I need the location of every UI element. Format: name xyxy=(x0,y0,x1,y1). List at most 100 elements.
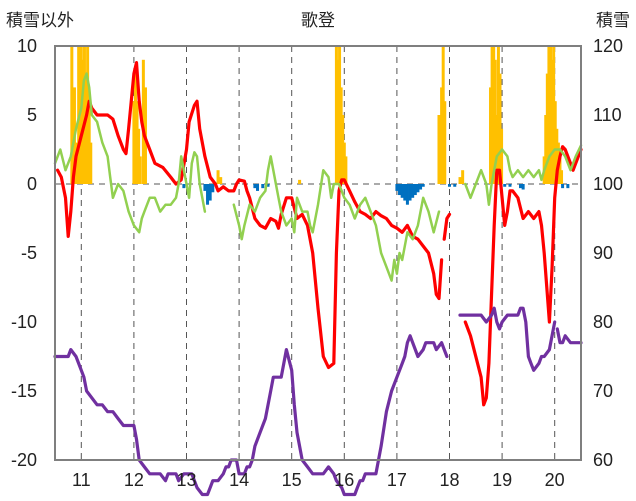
bar-orange xyxy=(81,59,85,184)
x-tick-label: 16 xyxy=(334,470,354,490)
bar-orange xyxy=(298,179,302,184)
bar-blue xyxy=(400,184,404,198)
bar-blue xyxy=(206,184,210,205)
bar-blue xyxy=(503,184,507,187)
bar-orange xyxy=(550,59,554,184)
bar-blue xyxy=(256,184,260,191)
bar-orange xyxy=(342,142,346,184)
y-left-tick-label: -10 xyxy=(11,312,37,332)
bar-orange xyxy=(495,115,499,184)
bar-orange xyxy=(548,46,552,184)
bar-orange xyxy=(500,128,504,184)
bar-blue xyxy=(203,184,207,191)
x-tick-label: 14 xyxy=(229,470,249,490)
bar-blue xyxy=(261,184,265,189)
bar-orange xyxy=(70,46,74,184)
x-tick-label: 18 xyxy=(439,470,459,490)
bar-orange xyxy=(135,101,139,184)
bar-blue xyxy=(395,184,399,191)
bar-blue xyxy=(408,184,412,201)
bar-orange xyxy=(498,73,502,184)
bar-orange xyxy=(138,156,142,184)
bar-blue xyxy=(453,184,457,187)
bar-blue xyxy=(405,184,409,205)
bar-blue xyxy=(561,184,565,189)
bar-orange xyxy=(334,46,338,184)
y-left-tick-label: 10 xyxy=(17,36,37,56)
x-tick-label: 11 xyxy=(72,470,91,490)
bar-orange xyxy=(560,170,564,184)
lines-layer xyxy=(53,60,583,497)
x-axis-ticks: 11 12 13 14 15 16 17 18 19 20 xyxy=(72,470,565,490)
bar-blue xyxy=(411,184,415,198)
bar-blue xyxy=(419,184,423,190)
bar-blue xyxy=(421,184,425,187)
bar-blue xyxy=(398,184,402,196)
y-right-tick-label: 60 xyxy=(593,450,613,470)
bar-orange xyxy=(338,46,342,184)
bar-orange xyxy=(341,115,345,184)
y-right-tick-label: 110 xyxy=(593,105,622,125)
y-axis-right-label: 積雪 xyxy=(596,11,630,31)
bar-orange xyxy=(89,142,93,184)
bar-blue xyxy=(403,184,407,201)
bar-orange xyxy=(440,87,444,184)
bar-orange xyxy=(137,128,141,184)
y-left-tick-label: -5 xyxy=(21,243,37,263)
plot-frame xyxy=(54,45,582,461)
series-line-purple xyxy=(458,306,557,372)
series-line-red xyxy=(442,212,452,241)
bar-orange xyxy=(336,59,340,184)
y-right-tick-label: 80 xyxy=(593,312,613,332)
bar-orange xyxy=(489,87,493,184)
bar-blue xyxy=(566,184,570,189)
bar-blue xyxy=(448,184,451,187)
bar-blue xyxy=(211,184,215,193)
bar-orange xyxy=(441,46,445,184)
bar-blue xyxy=(253,184,257,189)
bar-orange xyxy=(216,170,220,184)
bar-orange xyxy=(344,156,348,184)
bar-orange xyxy=(443,101,447,184)
y-left-tick-label: -15 xyxy=(11,381,37,401)
y-right-tick-label: 70 xyxy=(593,381,613,401)
bar-orange xyxy=(553,101,557,184)
series-line-green xyxy=(232,155,441,282)
bar-orange xyxy=(133,73,137,184)
y-left-tick-label: -20 xyxy=(11,450,37,470)
bar-orange xyxy=(219,177,223,184)
y-axis-left-label: 積雪以外 xyxy=(6,11,74,31)
x-tick-label: 20 xyxy=(545,470,565,490)
bar-orange xyxy=(437,115,441,184)
bar-orange xyxy=(82,46,86,184)
bar-orange xyxy=(132,101,136,184)
bar-orange xyxy=(458,177,462,184)
bar-orange xyxy=(339,87,343,184)
x-tick-label: 19 xyxy=(492,470,512,490)
bar-orange xyxy=(558,156,562,184)
bar-orange xyxy=(552,46,556,184)
bar-orange xyxy=(490,46,494,184)
bar-orange xyxy=(492,46,496,184)
bar-orange xyxy=(545,73,549,184)
series-line-purple xyxy=(555,327,583,345)
bar-blue xyxy=(208,184,212,201)
bar-orange xyxy=(84,73,88,184)
bar-orange xyxy=(544,115,548,184)
bar-blue xyxy=(182,184,186,189)
bar-orange xyxy=(547,46,551,184)
bar-blue xyxy=(416,184,420,193)
series-line-green xyxy=(464,144,583,206)
y-right-tick-label: 100 xyxy=(593,174,623,194)
series-line-red xyxy=(55,60,444,370)
series-line-green xyxy=(53,72,207,234)
y-axis-right-ticks: 120 110 100 90 80 70 60 xyxy=(593,36,623,470)
x-tick-label: 17 xyxy=(387,470,407,490)
bar-orange xyxy=(79,46,83,184)
bar-orange xyxy=(461,170,465,184)
y-right-tick-label: 90 xyxy=(593,243,613,263)
bar-orange xyxy=(496,46,500,184)
bar-orange xyxy=(75,142,79,184)
